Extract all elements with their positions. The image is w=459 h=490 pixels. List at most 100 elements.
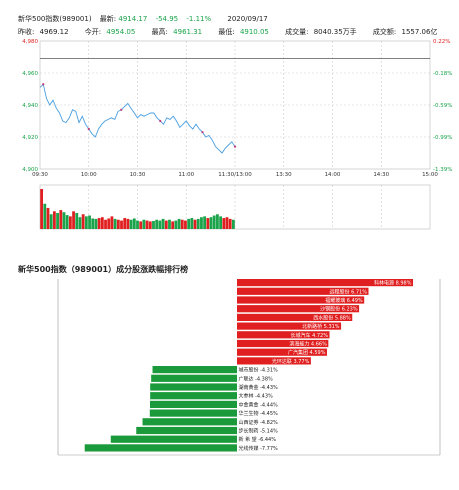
volume-bar bbox=[142, 219, 146, 229]
amount-label: 成交额: bbox=[372, 28, 397, 36]
x-tick-label: 14:30 bbox=[373, 172, 389, 178]
volume-bar bbox=[40, 189, 43, 229]
ranking-bar bbox=[150, 392, 237, 400]
volume-bar bbox=[184, 220, 187, 229]
y-left-tick-label: 4,900 bbox=[22, 167, 38, 173]
y-right-tick-label: 0.22% bbox=[433, 39, 450, 45]
volume-bar bbox=[219, 216, 223, 229]
ranking-bar-label: 广汽集团 4.59% bbox=[288, 349, 326, 356]
volume-bar bbox=[81, 214, 85, 229]
amount-value: 1557.06亿 bbox=[401, 28, 438, 36]
volume-bar bbox=[139, 221, 143, 229]
volume-bar bbox=[91, 218, 95, 229]
x-tick-label: 15:00 bbox=[422, 172, 438, 178]
ranking-bar bbox=[151, 374, 237, 382]
volume-bar bbox=[97, 218, 101, 229]
volume-bar bbox=[225, 217, 229, 229]
ranking-bar bbox=[237, 339, 329, 348]
x-tick-label: 13:30 bbox=[276, 172, 292, 178]
y-right-tick-label: -1.39% bbox=[433, 167, 452, 173]
volume-bar bbox=[171, 221, 175, 229]
quote-date: 2020/09/17 bbox=[227, 15, 268, 23]
y-left-tick-label: 4,920 bbox=[22, 135, 38, 141]
volume-bar bbox=[216, 214, 219, 229]
volume-value: 8040.35万手 bbox=[313, 28, 357, 36]
x-tick-label: 10:00 bbox=[81, 172, 97, 178]
volume-bar bbox=[209, 217, 213, 229]
ranking-bar-label: 步长制药 -5.14% bbox=[239, 428, 279, 435]
x-tick-label: 11:00 bbox=[178, 172, 194, 178]
volume-bar bbox=[174, 220, 178, 229]
volume-bar bbox=[129, 219, 133, 229]
volume-bar bbox=[203, 216, 207, 229]
price-point-marker bbox=[233, 145, 237, 148]
volume-bar bbox=[222, 218, 226, 229]
x-tick-label: 10:30 bbox=[130, 172, 146, 178]
volume-bar bbox=[65, 215, 69, 229]
ranking-bar-label: 广联达 -4.38% bbox=[239, 375, 274, 382]
volume-bar bbox=[180, 219, 184, 229]
high-value: 4961.31 bbox=[173, 28, 203, 36]
price-point-marker bbox=[87, 127, 90, 131]
ranking-bar-label: 滨海能力 4.66% bbox=[289, 341, 327, 348]
ranking-bar bbox=[149, 409, 237, 417]
volume-bar bbox=[104, 219, 107, 229]
volume-bar bbox=[78, 217, 82, 229]
ranking-bar bbox=[237, 279, 413, 287]
ranking-bar-label: 西水股份 5.88% bbox=[313, 314, 351, 321]
x-tick-label: 11:30/13:00 bbox=[218, 172, 252, 178]
volume-bar bbox=[62, 212, 66, 229]
volume-bar bbox=[84, 216, 88, 229]
volume-bar bbox=[164, 220, 168, 229]
volume-bar bbox=[212, 215, 216, 229]
volume-bar bbox=[116, 219, 120, 229]
price-point-marker bbox=[159, 119, 162, 123]
y-left-tick-label: 4,980 bbox=[22, 39, 38, 45]
volume-bar bbox=[228, 218, 232, 229]
volume-bar bbox=[52, 211, 56, 229]
ranking-bar-label: 远程股份 6.71% bbox=[330, 288, 368, 295]
ranking-bar-label: 城市股份 -4.31% bbox=[239, 367, 279, 374]
volume-bar bbox=[132, 218, 136, 229]
volume-bar bbox=[49, 214, 53, 229]
ranking-bar bbox=[149, 400, 237, 408]
volume-bar bbox=[107, 218, 111, 229]
ranking-bar-label: 沙钢股份 6.23% bbox=[320, 306, 358, 313]
volume-bar bbox=[68, 216, 72, 229]
latest-label: 最新: bbox=[99, 15, 117, 23]
prev-close-label: 昨收: bbox=[18, 28, 35, 36]
ranking-bar-label: 光环达联 3.77% bbox=[272, 358, 310, 365]
ranking-bar bbox=[237, 322, 342, 330]
price-point-marker bbox=[201, 131, 204, 134]
ranking-bar bbox=[237, 313, 353, 321]
y-left-tick-label: 4,960 bbox=[22, 71, 38, 77]
ranking-bar bbox=[152, 366, 237, 374]
volume-bar bbox=[193, 219, 197, 229]
volume-bar bbox=[206, 218, 210, 229]
volume-bar bbox=[72, 211, 75, 229]
volume-bar bbox=[168, 219, 171, 229]
y-right-tick-label: -0.99% bbox=[433, 135, 452, 141]
quote-header-row-2: 昨收: 4969.12 今开: 4954.05 最高: 4961.31 最低: … bbox=[18, 27, 437, 37]
volume-bar bbox=[148, 221, 152, 229]
ranking-bar-label: 光线传媒 -7.77% bbox=[239, 445, 279, 452]
open-label: 今开: bbox=[84, 28, 102, 36]
ranking-chart: 科林电源 8.98% 远程股份 6.71% 福耀玻璃 6.49% 沙钢股份 6.23%… bbox=[57, 279, 441, 456]
ranking-bar-label: 大参林 -4.43% bbox=[239, 393, 274, 400]
volume-bar bbox=[46, 207, 50, 229]
volume-label: 成交量: bbox=[285, 28, 309, 36]
ranking-bar-label: 科林电源 8.98% bbox=[374, 280, 412, 287]
volume-bar bbox=[155, 219, 159, 229]
volume-bar bbox=[59, 210, 63, 229]
ranking-bar-label: 福耀玻璃 6.49% bbox=[325, 297, 363, 304]
ranking-bar bbox=[142, 418, 237, 426]
ranking-bar bbox=[237, 305, 360, 313]
ranking-bar bbox=[84, 444, 237, 452]
volume-bar bbox=[161, 218, 165, 229]
volume-bar bbox=[177, 218, 181, 229]
volume-bar bbox=[123, 218, 127, 229]
low-value: 4910.05 bbox=[239, 28, 269, 36]
volume-bar bbox=[200, 217, 203, 229]
volume-plot-frame bbox=[39, 184, 431, 230]
ranking-bar-label: 新 希 望 -6.44% bbox=[239, 436, 277, 443]
